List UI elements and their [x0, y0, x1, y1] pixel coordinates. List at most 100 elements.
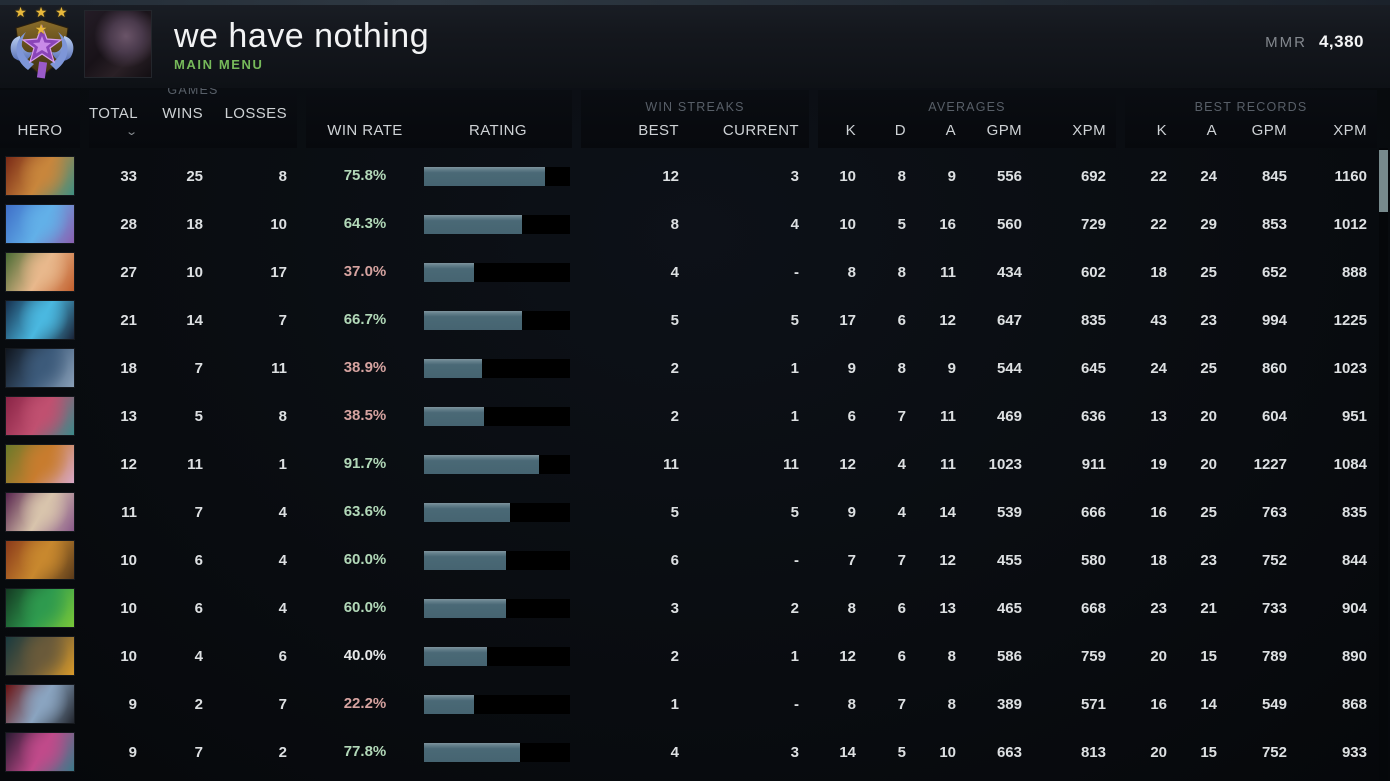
header-rec-a[interactable]: A — [1206, 122, 1217, 139]
scrollbar-thumb[interactable] — [1379, 150, 1388, 212]
avg-gpm-value: 434 — [996, 263, 1022, 281]
losses-value: 7 — [278, 311, 287, 329]
losses-value: 6 — [278, 647, 287, 665]
header-hero[interactable]: HERO — [17, 122, 63, 139]
hero-stats-row[interactable]: 9 7 2 77.8% 4 3 14 5 10 663 813 20 15 7 — [0, 728, 1390, 776]
averages-group-panel: AVERAGES K D A GPM XPM — [818, 90, 1116, 148]
hero-stats-row[interactable]: 27 10 17 37.0% 4 - 8 8 11 434 602 18 25 — [0, 248, 1390, 296]
streak-current-value: - — [794, 695, 799, 713]
rating-bar-fill — [424, 694, 474, 714]
avg-assists-value: 10 — [939, 743, 956, 761]
avg-xpm-value: 911 — [1081, 455, 1106, 473]
header-avg-gpm[interactable]: GPM — [986, 122, 1022, 139]
hero-stats-row[interactable]: 10 4 6 40.0% 2 1 12 6 8 586 759 20 15 7 — [0, 632, 1390, 680]
header-rec-xpm[interactable]: XPM — [1333, 122, 1367, 139]
losses-value: 17 — [270, 263, 287, 281]
chevron-down-icon: ⌄ — [125, 126, 139, 138]
header-avg-k[interactable]: K — [845, 122, 856, 139]
record-gpm-value: 1227 — [1253, 455, 1287, 473]
record-assists-value: 24 — [1200, 167, 1217, 185]
avg-assists-value: 12 — [939, 311, 956, 329]
hero-portrait — [5, 348, 75, 388]
streak-best-value: 2 — [670, 407, 679, 425]
header-avg-d[interactable]: D — [894, 122, 906, 139]
streak-current-value: 1 — [790, 647, 799, 665]
rating-bar — [424, 262, 572, 282]
record-xpm-value: 835 — [1341, 503, 1367, 521]
record-kills-value: 19 — [1150, 455, 1167, 473]
rating-bar — [424, 310, 572, 330]
wins-value: 6 — [194, 551, 203, 569]
hero-stats-row[interactable]: 10 6 4 60.0% 6 - 7 7 12 455 580 18 23 7 — [0, 536, 1390, 584]
record-xpm-value: 904 — [1341, 599, 1367, 617]
hero-stats-row[interactable]: 11 7 4 63.6% 5 5 9 4 14 539 666 16 25 7 — [0, 488, 1390, 536]
hero-stats-row[interactable]: 21 14 7 66.7% 5 5 17 6 12 647 835 43 23 — [0, 296, 1390, 344]
avg-deaths-value: 7 — [897, 551, 906, 569]
hero-column-panel: HERO — [0, 90, 80, 148]
streak-current-value: 4 — [790, 215, 799, 233]
total-games-value: 10 — [120, 647, 137, 665]
wins-value: 18 — [186, 215, 203, 233]
hero-stats-row[interactable]: 28 18 10 64.3% 8 4 10 5 16 560 729 22 29 — [0, 200, 1390, 248]
streak-best-value: 5 — [670, 311, 679, 329]
hero-stats-row[interactable]: 10 6 4 60.0% 3 2 8 6 13 465 668 23 21 7 — [0, 584, 1390, 632]
header-rating[interactable]: RATING — [469, 122, 527, 139]
wins-value: 7 — [194, 743, 203, 761]
rank-medal-graphic — [10, 19, 74, 79]
avg-xpm-value: 813 — [1080, 743, 1106, 761]
record-xpm-value: 1084 — [1333, 455, 1367, 473]
hero-portrait — [5, 396, 75, 436]
avg-deaths-value: 6 — [897, 599, 906, 617]
record-gpm-value: 789 — [1261, 647, 1287, 665]
streak-current-value: 5 — [790, 311, 799, 329]
header-streak-best[interactable]: BEST — [638, 122, 679, 139]
avg-kills-value: 6 — [847, 407, 856, 425]
header-rec-k[interactable]: K — [1156, 122, 1167, 139]
rating-bar-track — [424, 166, 570, 186]
header-rec-gpm[interactable]: GPM — [1251, 122, 1287, 139]
avg-assists-value: 16 — [939, 215, 956, 233]
record-gpm-value: 752 — [1261, 551, 1287, 569]
winrate-group-panel: WIN RATE RATING — [306, 90, 572, 148]
rating-bar — [424, 358, 572, 378]
record-gpm-value: 845 — [1261, 167, 1287, 185]
total-games-value: 28 — [120, 215, 137, 233]
avg-gpm-value: 465 — [996, 599, 1022, 617]
record-assists-value: 23 — [1200, 551, 1217, 569]
win-rate-value: 64.3% — [343, 214, 387, 232]
total-games-value: 27 — [120, 263, 137, 281]
avg-assists-value: 8 — [947, 695, 956, 713]
record-kills-value: 16 — [1150, 503, 1167, 521]
win-rate-value: 37.0% — [343, 262, 387, 280]
header-win-rate[interactable]: WIN RATE — [327, 122, 403, 139]
avg-kills-value: 9 — [847, 359, 856, 377]
hero-stats-row[interactable]: 18 7 11 38.9% 2 1 9 8 9 544 645 24 25 8 — [0, 344, 1390, 392]
wins-value: 14 — [186, 311, 203, 329]
avg-gpm-value: 544 — [996, 359, 1022, 377]
rating-bar — [424, 166, 572, 186]
header-avg-xpm[interactable]: XPM — [1072, 122, 1106, 139]
losses-value: 2 — [278, 743, 287, 761]
hero-stats-row[interactable]: 12 11 1 91.7% 11 11 12 4 11 1023 911 19 … — [0, 440, 1390, 488]
wins-value: 6 — [194, 599, 203, 617]
record-assists-value: 15 — [1200, 743, 1217, 761]
hero-stats-row[interactable]: 13 5 8 38.5% 2 1 6 7 11 469 636 13 20 6 — [0, 392, 1390, 440]
hero-stats-row[interactable]: 9 2 7 22.2% 1 - 8 7 8 389 571 16 14 549 — [0, 680, 1390, 728]
hero-stats-row[interactable]: 33 25 8 75.8% 12 3 10 8 9 556 692 22 24 — [0, 152, 1390, 200]
header-wins[interactable]: WINS — [162, 105, 203, 122]
profile-avatar — [84, 10, 152, 78]
profile-button[interactable]: ★ ★ ★ ★ — [0, 0, 152, 88]
record-kills-value: 16 — [1150, 695, 1167, 713]
header-total-sort[interactable]: TOTAL⌄ — [89, 105, 139, 138]
losses-value: 8 — [278, 407, 287, 425]
win-rate-value: 60.0% — [343, 598, 387, 616]
total-games-value: 18 — [120, 359, 137, 377]
streak-best-value: 1 — [670, 695, 679, 713]
header-avg-a[interactable]: A — [945, 122, 956, 139]
rating-bar — [424, 646, 572, 666]
avg-xpm-value: 668 — [1080, 599, 1106, 617]
header-streak-current[interactable]: CURRENT — [722, 122, 799, 139]
hero-portrait — [5, 204, 75, 244]
record-assists-value: 20 — [1200, 455, 1217, 473]
header-losses[interactable]: LOSSES — [224, 105, 287, 122]
